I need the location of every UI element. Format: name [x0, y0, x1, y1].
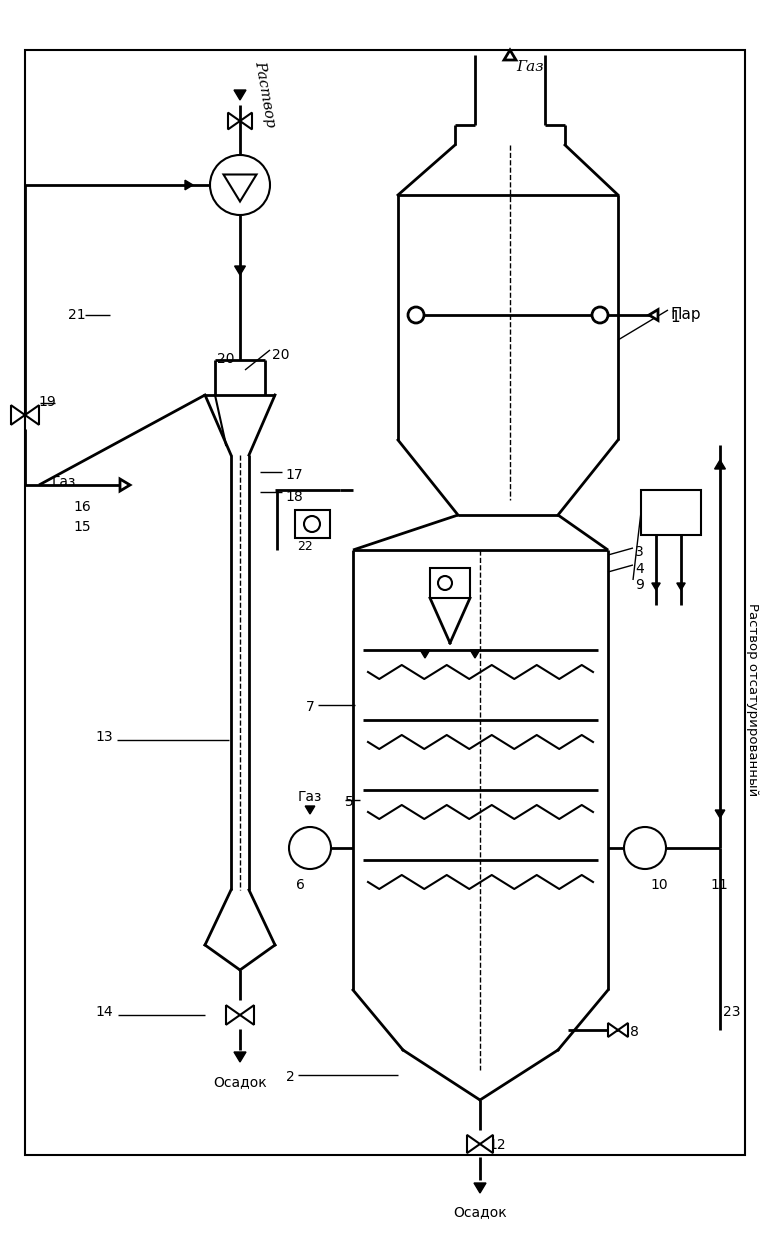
Text: Осадок: Осадок: [453, 1205, 507, 1219]
Polygon shape: [305, 806, 315, 814]
Circle shape: [624, 827, 666, 869]
Polygon shape: [228, 112, 240, 130]
Circle shape: [438, 576, 452, 590]
Circle shape: [289, 827, 331, 869]
Polygon shape: [470, 650, 480, 658]
Text: Раствор отсатурированный: Раствор отсатурированный: [746, 604, 758, 797]
Text: 12: 12: [488, 1137, 505, 1152]
Polygon shape: [467, 1135, 480, 1153]
Polygon shape: [11, 405, 25, 425]
Text: 1: 1: [670, 310, 679, 325]
Text: Газ: Газ: [298, 790, 322, 804]
Polygon shape: [480, 1135, 493, 1153]
Polygon shape: [224, 174, 257, 201]
Text: 16: 16: [73, 500, 90, 514]
Polygon shape: [235, 266, 246, 275]
Text: Газ: Газ: [52, 475, 76, 489]
Text: 15: 15: [73, 520, 90, 534]
Polygon shape: [240, 112, 252, 130]
Text: Газ: Газ: [516, 61, 544, 74]
Circle shape: [408, 308, 424, 324]
Text: Пар: Пар: [671, 308, 702, 322]
Polygon shape: [420, 650, 430, 658]
Bar: [295, 510, 330, 538]
Bar: [641, 490, 701, 535]
Circle shape: [304, 516, 320, 532]
Polygon shape: [677, 583, 685, 590]
Polygon shape: [234, 1052, 246, 1062]
Text: 20: 20: [218, 352, 235, 366]
Polygon shape: [714, 459, 725, 469]
Bar: [25, 49, 745, 1155]
Polygon shape: [234, 90, 246, 100]
Text: 6: 6: [296, 878, 305, 892]
Bar: [430, 568, 470, 598]
Text: 3: 3: [635, 545, 644, 559]
Polygon shape: [504, 49, 516, 61]
Text: 14: 14: [95, 1005, 112, 1019]
Text: 21: 21: [68, 308, 86, 322]
Text: 18: 18: [285, 490, 303, 504]
Polygon shape: [226, 1005, 240, 1025]
Text: 22: 22: [297, 540, 313, 553]
Text: 4: 4: [635, 562, 644, 576]
Polygon shape: [240, 1005, 254, 1025]
Polygon shape: [25, 405, 39, 425]
Polygon shape: [652, 583, 660, 590]
Polygon shape: [618, 1023, 628, 1037]
Polygon shape: [649, 310, 658, 320]
Text: 19: 19: [38, 395, 55, 409]
Polygon shape: [715, 810, 725, 818]
Text: 17: 17: [285, 468, 303, 482]
Polygon shape: [185, 180, 193, 190]
Polygon shape: [120, 479, 130, 492]
Text: 5: 5: [345, 795, 354, 809]
Circle shape: [592, 308, 608, 324]
Circle shape: [210, 156, 270, 215]
Text: 23: 23: [723, 1005, 740, 1019]
Text: 7: 7: [307, 700, 315, 714]
Polygon shape: [474, 1183, 486, 1193]
Text: 9: 9: [635, 578, 644, 592]
Text: 11: 11: [710, 878, 728, 892]
Text: Раствор: Раствор: [252, 61, 278, 128]
Text: 2: 2: [286, 1070, 295, 1084]
Text: 13: 13: [95, 730, 112, 743]
Text: 8: 8: [630, 1025, 639, 1039]
Text: Осадок: Осадок: [213, 1074, 267, 1089]
Polygon shape: [608, 1023, 618, 1037]
Text: 20: 20: [272, 348, 289, 362]
Text: 10: 10: [650, 878, 668, 892]
